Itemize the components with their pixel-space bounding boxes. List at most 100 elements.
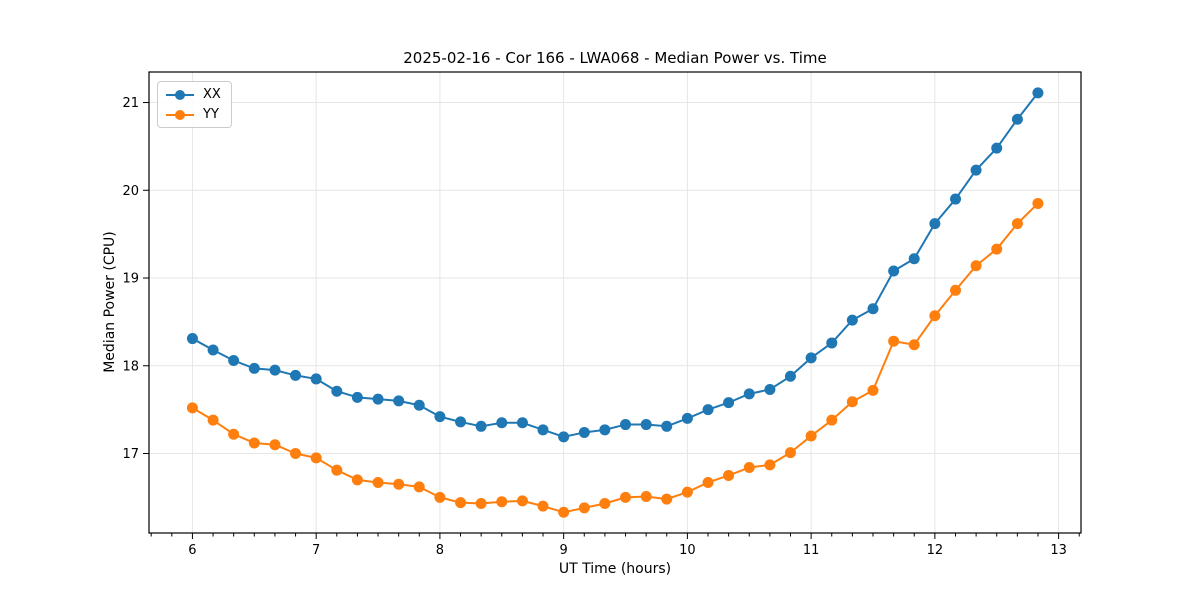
data-point-xx	[826, 337, 838, 349]
data-point-yy	[908, 339, 920, 351]
data-point-xx	[393, 395, 405, 407]
data-point-xx	[558, 431, 570, 443]
data-point-yy	[784, 447, 796, 459]
data-point-yy	[248, 437, 260, 449]
data-point-yy	[207, 414, 219, 426]
data-point-yy	[723, 469, 735, 481]
data-point-yy	[888, 335, 900, 347]
data-point-xx	[372, 393, 384, 405]
data-point-yy	[186, 402, 198, 414]
data-point-yy	[702, 476, 714, 488]
data-point-yy	[764, 459, 776, 471]
data-point-yy	[310, 452, 322, 464]
y-axis-label: Median Power (CPU)	[102, 231, 118, 373]
y-tick-label: 17	[122, 447, 139, 462]
data-point-xx	[496, 417, 508, 429]
data-point-xx	[743, 388, 755, 400]
data-point-xx	[1032, 87, 1044, 99]
data-point-xx	[207, 344, 219, 356]
data-point-yy	[867, 384, 879, 396]
data-point-xx	[1011, 113, 1023, 125]
data-point-yy	[929, 310, 941, 322]
data-point-yy	[393, 478, 405, 490]
data-point-xx	[764, 383, 776, 395]
y-tick-label: 21	[122, 96, 139, 111]
data-point-xx	[991, 142, 1003, 154]
data-point-yy	[640, 490, 652, 502]
data-point-yy	[1011, 218, 1023, 230]
data-point-xx	[929, 218, 941, 230]
data-point-yy	[228, 428, 240, 440]
legend-entry-yy: YY	[165, 106, 221, 123]
data-point-xx	[970, 164, 982, 176]
data-point-xx	[434, 411, 446, 423]
data-point-xx	[537, 424, 549, 436]
x-tick-label: 12	[927, 543, 944, 558]
data-point-xx	[723, 397, 735, 409]
data-point-xx	[413, 399, 425, 411]
data-point-xx	[640, 419, 652, 431]
legend-label-yy: YY	[203, 107, 219, 122]
data-point-yy	[372, 476, 384, 488]
x-tick-label: 7	[312, 543, 320, 558]
data-point-yy	[681, 486, 693, 498]
legend-line-marker-icon	[166, 109, 194, 120]
y-tick-label: 20	[122, 184, 139, 199]
data-point-xx	[867, 303, 879, 315]
data-point-yy	[661, 493, 673, 505]
data-point-xx	[516, 417, 528, 429]
data-point-xx	[661, 420, 673, 432]
data-point-xx	[620, 419, 632, 431]
x-axis-label: UT Time (hours)	[558, 561, 672, 577]
data-point-xx	[290, 369, 302, 381]
data-point-xx	[784, 370, 796, 382]
data-point-xx	[950, 193, 962, 205]
data-point-xx	[578, 426, 590, 438]
legend-label-xx: XX	[203, 87, 221, 102]
data-point-xx	[681, 412, 693, 424]
data-point-xx	[455, 416, 467, 428]
data-point-yy	[413, 481, 425, 493]
data-point-xx	[805, 352, 817, 364]
data-point-xx	[331, 385, 343, 397]
data-point-yy	[351, 474, 363, 486]
data-point-yy	[970, 260, 982, 272]
data-point-yy	[475, 498, 487, 510]
data-point-yy	[455, 497, 467, 509]
data-point-xx	[846, 314, 858, 326]
data-point-yy	[331, 464, 343, 476]
data-point-yy	[805, 430, 817, 442]
data-point-yy	[537, 500, 549, 512]
data-point-yy	[1032, 197, 1044, 209]
data-point-yy	[846, 396, 858, 408]
series-line-yy	[191, 202, 1039, 514]
data-point-yy	[290, 448, 302, 460]
data-point-yy	[578, 502, 590, 514]
data-point-yy	[599, 498, 611, 510]
data-point-xx	[888, 265, 900, 277]
data-point-yy	[558, 506, 570, 518]
x-tick-label: 8	[436, 543, 444, 558]
y-tick-label: 18	[122, 359, 139, 374]
data-point-xx	[908, 253, 920, 265]
data-point-yy	[991, 243, 1003, 255]
legend-line-marker-icon	[166, 89, 194, 100]
data-point-yy	[950, 284, 962, 296]
legend-entry-xx: XX	[165, 86, 221, 103]
data-point-xx	[599, 424, 611, 436]
x-tick-label: 11	[803, 543, 820, 558]
data-point-xx	[248, 362, 260, 374]
data-point-xx	[186, 333, 198, 345]
data-point-yy	[496, 496, 508, 508]
data-point-yy	[516, 495, 528, 507]
data-point-yy	[743, 462, 755, 474]
chart-title: 2025-02-16 - Cor 166 - LWA068 - Median P…	[403, 49, 827, 67]
data-point-xx	[228, 354, 240, 366]
x-tick-label: 6	[188, 543, 196, 558]
data-point-yy	[434, 491, 446, 503]
data-point-xx	[310, 373, 322, 385]
data-point-xx	[351, 391, 363, 403]
plot-frame	[148, 71, 1082, 534]
x-tick-label: 9	[560, 543, 568, 558]
